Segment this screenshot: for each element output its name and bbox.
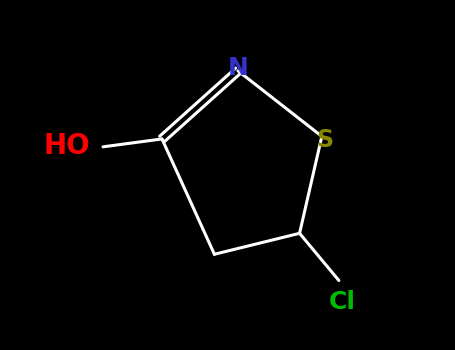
Text: N: N [228, 56, 248, 79]
Text: S: S [317, 128, 334, 152]
Text: HO: HO [43, 132, 90, 160]
Text: Cl: Cl [329, 290, 356, 314]
